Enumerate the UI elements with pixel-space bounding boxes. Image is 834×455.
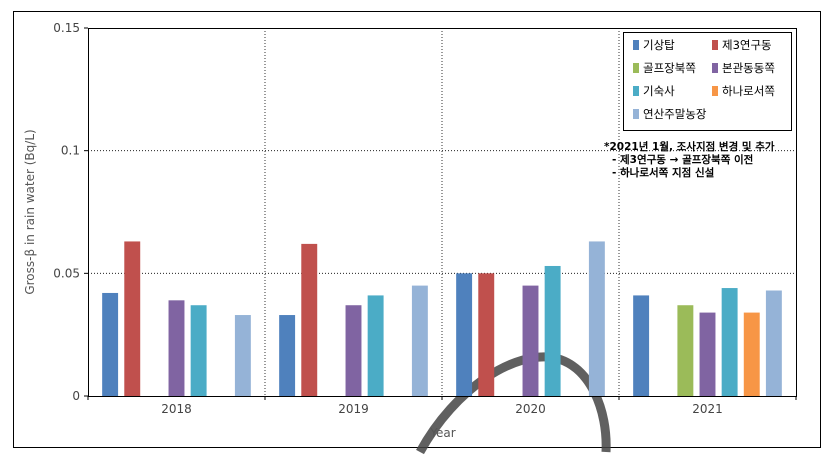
bar-2021-s3 xyxy=(699,312,716,396)
bar-2019-s0 xyxy=(279,315,296,396)
y-axis-title: Gross-β in rain water (Bq/L) xyxy=(23,129,37,294)
legend-swatch xyxy=(633,109,639,119)
bar-2020-s1 xyxy=(478,273,495,396)
bar-2021-s5 xyxy=(743,312,760,396)
bar-2019-s4 xyxy=(367,295,384,396)
bar-2020-s0 xyxy=(456,273,473,396)
legend-label: 골프장북쪽 xyxy=(643,61,696,75)
bar-2018-s6 xyxy=(234,315,251,396)
y-tick-label: 0.15 xyxy=(53,21,80,35)
annotation-line-1: *2021년 1월, 조사지점 변경 및 추가 xyxy=(604,140,775,153)
annotation-line-2: - 제3연구동 → 골프장북쪽 이전 xyxy=(612,153,753,166)
bar-2019-s1 xyxy=(301,243,318,396)
legend-label: 기숙사 xyxy=(643,84,675,98)
legend-swatch xyxy=(712,63,718,73)
legend-swatch xyxy=(712,40,718,50)
legend-swatch xyxy=(633,63,639,73)
bar-2021-s2 xyxy=(677,305,694,396)
bar-2020-s4 xyxy=(544,265,561,396)
x-tick-label: 2021 xyxy=(692,402,723,416)
legend-label: 연산주말농장 xyxy=(643,107,707,121)
bar-2021-s6 xyxy=(765,290,782,396)
y-tick-label: 0 xyxy=(72,389,80,403)
bar-2018-s1 xyxy=(124,241,141,396)
y-tick-label: 0.05 xyxy=(53,266,80,280)
x-tick-label: 2018 xyxy=(161,402,192,416)
bar-2021-s4 xyxy=(721,288,738,396)
bar-2020-s3 xyxy=(522,285,539,396)
y-tick-label: 0.1 xyxy=(61,144,80,158)
annotation-line-3: - 하나로서쪽 지점 신설 xyxy=(612,166,714,179)
legend-label: 하나로서쪽 xyxy=(722,84,775,98)
bar-2020-s6 xyxy=(588,241,605,396)
legend-label: 본관동동쪽 xyxy=(722,61,775,75)
annotation: *2021년 1월, 조사지점 변경 및 추가 - 제3연구동 → 골프장북쪽 … xyxy=(604,140,775,179)
legend-swatch xyxy=(633,40,639,50)
x-axis-title: Year xyxy=(429,426,455,440)
legend-swatch xyxy=(712,86,718,96)
x-tick-label: 2020 xyxy=(515,402,546,416)
bar-2019-s6 xyxy=(411,285,428,396)
bar-2018-s3 xyxy=(168,300,185,396)
bar-2019-s3 xyxy=(345,305,362,396)
legend-label: 기상탑 xyxy=(643,38,675,52)
legend-box xyxy=(623,32,792,131)
x-tick-label: 2019 xyxy=(338,402,369,416)
legend-swatch xyxy=(633,86,639,96)
bar-2021-s0 xyxy=(633,295,650,396)
legend-label: 제3연구동 xyxy=(722,38,772,52)
bar-2018-s4 xyxy=(190,305,207,396)
bar-2018-s0 xyxy=(102,292,119,396)
